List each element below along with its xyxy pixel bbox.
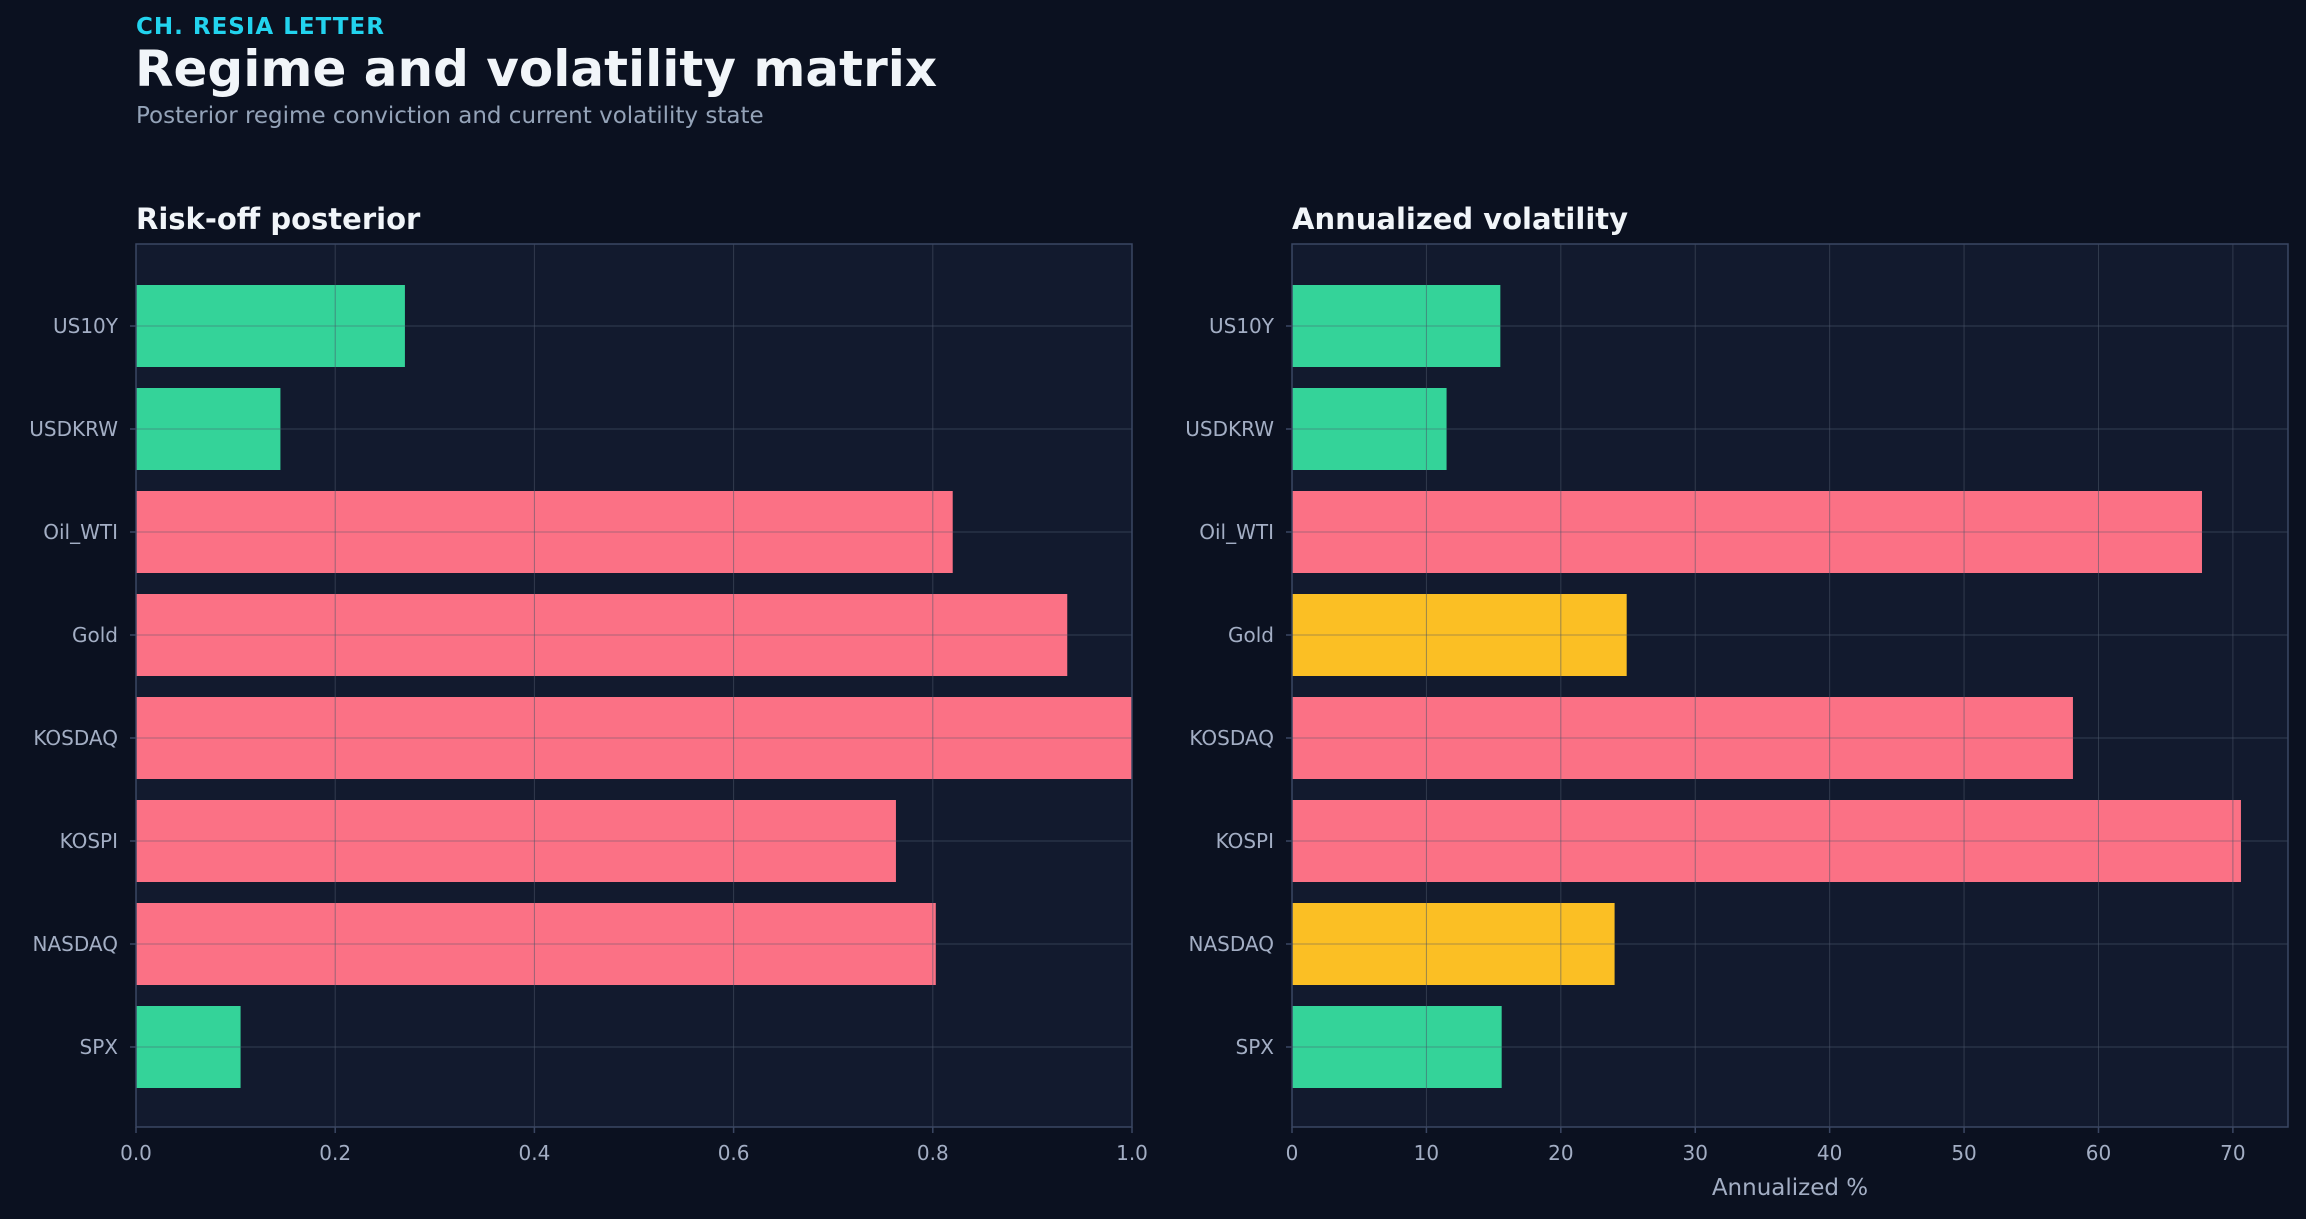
y-tick-label: KOSPI — [60, 829, 118, 853]
plot-frame — [135, 243, 1133, 1128]
x-tick-label: 40 — [1817, 1141, 1842, 1165]
bar-us10y — [1292, 285, 1501, 367]
bar-usdkrw — [1292, 388, 1447, 470]
x-tick-label: 70 — [2220, 1141, 2245, 1165]
x-tick-label: 0.6 — [718, 1141, 750, 1165]
y-tick-label: NASDAQ — [1189, 932, 1274, 956]
y-tick-label: KOSDAQ — [1189, 726, 1274, 750]
bar-nasdaq — [136, 903, 936, 985]
bar-oil-wti — [136, 491, 953, 573]
x-tick-label: 1.0 — [1116, 1141, 1148, 1165]
y-tick-label: KOSPI — [1216, 829, 1274, 853]
x-tick-label: 0.2 — [319, 1141, 351, 1165]
y-tick-label: Gold — [1228, 623, 1274, 647]
bar-oil-wti — [1292, 491, 2202, 573]
bar-kospi — [1292, 800, 2241, 882]
page-title: Regime and volatility matrix — [135, 40, 938, 98]
x-tick-label: 60 — [2086, 1141, 2111, 1165]
bar-kosdaq — [1292, 697, 2073, 779]
y-tick-label: USDKRW — [1185, 417, 1274, 441]
y-tick-label: NASDAQ — [33, 932, 118, 956]
bar-usdkrw — [136, 388, 281, 470]
risk-off-chart: Risk-off posterior US10Y USDKRW Oil_WTI Gold… — [29, 202, 1148, 1165]
chart-title: Risk-off posterior — [136, 202, 421, 236]
y-tick-label: Oil_WTI — [43, 520, 118, 544]
y-tick-label: Oil_WTI — [1199, 520, 1274, 544]
plot-area — [136, 244, 1132, 1127]
y-tick-label: US10Y — [1209, 314, 1275, 338]
x-tick-label: 10 — [1414, 1141, 1439, 1165]
y-tick-label: SPX — [80, 1035, 119, 1059]
y-tick-label: US10Y — [53, 314, 119, 338]
bar-kosdaq — [136, 697, 1132, 779]
x-tick-label: 0.0 — [120, 1141, 152, 1165]
bar-gold — [136, 594, 1068, 676]
y-tick-label: USDKRW — [29, 417, 118, 441]
y-tick-label: Gold — [72, 623, 118, 647]
y-tick-label: SPX — [1236, 1035, 1275, 1059]
bar-gold — [1292, 594, 1627, 676]
x-tick-label: 50 — [1951, 1141, 1976, 1165]
bar-kospi — [136, 800, 896, 882]
bar-spx — [1292, 1006, 1502, 1088]
plot-area — [1292, 244, 2288, 1127]
report-eyebrow: CH. RESIA LETTER — [136, 14, 385, 40]
y-tick-label: KOSDAQ — [33, 726, 118, 750]
x-tick-label: 30 — [1683, 1141, 1708, 1165]
x-tick-label: 0.4 — [518, 1141, 550, 1165]
plot-frame — [1291, 243, 2289, 1128]
chart-title: Annualized volatility — [1292, 202, 1628, 236]
x-axis-label: Annualized % — [1712, 1175, 1868, 1201]
bar-spx — [136, 1006, 241, 1088]
x-tick-label: 0.8 — [917, 1141, 949, 1165]
page-subtitle: Posterior regime conviction and current … — [136, 103, 764, 129]
bar-us10y — [136, 285, 405, 367]
x-tick-label: 20 — [1548, 1141, 1573, 1165]
x-tick-label: 0 — [1286, 1141, 1299, 1165]
volatility-chart: Annualized volatility US10Y USDKRW Oil_WTI G… — [1185, 202, 2289, 1201]
